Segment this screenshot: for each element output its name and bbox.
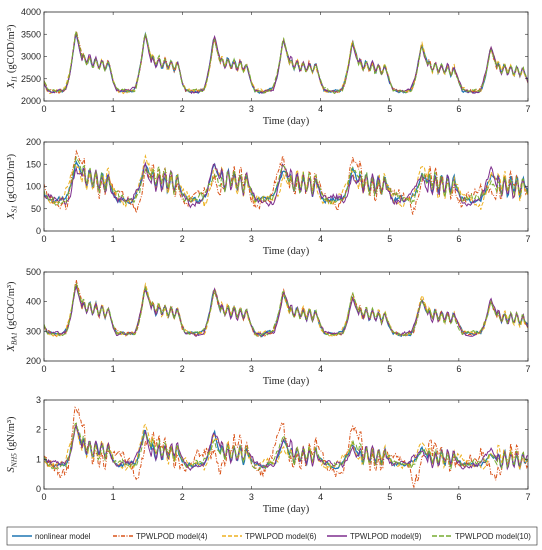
x-tick-label: 2: [180, 364, 185, 374]
x-tick-label: 4: [318, 492, 323, 502]
x-tick-label: 0: [41, 104, 46, 114]
x-tick-label: 7: [525, 364, 530, 374]
y-axis-label: XS1 (gCOD/m³): [6, 153, 19, 220]
legend-box: [6, 526, 538, 546]
x-tick-label: 4: [318, 104, 323, 114]
series-line-2: [44, 279, 528, 338]
series-line-2: [44, 406, 528, 489]
x-tick-label: 0: [41, 364, 46, 374]
series-line-5: [44, 156, 528, 207]
series-line-4: [44, 32, 528, 95]
y-tick-label: 3000: [21, 52, 41, 62]
y-tick-label: 100: [26, 182, 41, 192]
y-axis-label: SNH5 (gN/m³): [6, 416, 19, 473]
legend: nonlinear model TPWLPOD model(4) TPWLPOD m…: [6, 526, 538, 546]
x-tick-label: 2: [180, 104, 185, 114]
y-tick-label: 0: [36, 226, 41, 236]
legend-entry-3: TPWLPOD model(6): [245, 532, 317, 541]
axes-frame: [43, 399, 529, 490]
y-tick-label: 400: [26, 297, 41, 307]
legend-entry-1: nonlinear model: [35, 532, 91, 541]
x-tick-label: 5: [387, 234, 392, 244]
legend-entry-2: TPWLPOD model(4): [136, 532, 208, 541]
series-line-4: [44, 423, 528, 471]
series-line-1: [44, 283, 528, 338]
x-tick-label: 1: [111, 104, 116, 114]
y-tick-label: 50: [31, 204, 41, 214]
x-tick-label: 5: [387, 492, 392, 502]
series-line-1: [44, 31, 528, 94]
y-tick-label: 500: [26, 267, 41, 277]
x-tick-label: 5: [387, 364, 392, 374]
axes-frame: [43, 271, 529, 362]
x-tick-label: 4: [318, 364, 323, 374]
x-tick-label: 6: [456, 492, 461, 502]
subplot-2: 0 1 2 3 4 5 6 7 0 50 100 150 200 Time (day) XS1 (gCOD/…: [6, 137, 531, 257]
y-tick-label: 3: [36, 395, 41, 405]
x-tick-label: 3: [249, 364, 254, 374]
x-tick-label: 7: [525, 104, 530, 114]
x-tick-label: 6: [456, 104, 461, 114]
subplot-1: 0 1 2 3 4 5 6 7 2000 2500 3000 3500 4000 Time (day) XI…: [6, 7, 531, 127]
y-tick-label: 2500: [21, 74, 41, 84]
x-tick-label: 0: [41, 492, 46, 502]
legend-entry-4: TPWLPOD model(9): [350, 532, 422, 541]
legend-entry-5: TPWLPOD model(10): [455, 532, 531, 541]
y-tick-label: 4000: [21, 7, 41, 17]
y-tick-label: 0: [36, 484, 41, 494]
y-tick-label: 200: [26, 137, 41, 147]
series-line-3: [44, 32, 528, 95]
x-tick-label: 2: [180, 492, 185, 502]
y-axis-label: XI1 (gCOD/m³): [6, 24, 19, 89]
subplot-4: 0 1 2 3 4 5 6 7 0 1 2 3 Time (day) SNH5 (gN/m³): [6, 395, 531, 515]
series-line-5: [44, 30, 528, 95]
series-line-2: [44, 29, 528, 94]
series-line-5: [44, 422, 528, 471]
x-tick-label: 0: [41, 234, 46, 244]
x-tick-label: 5: [387, 104, 392, 114]
y-tick-label: 2: [36, 425, 41, 435]
y-tick-label: 2000: [21, 96, 41, 106]
series-line-1: [44, 426, 528, 471]
subplot-3: 0 1 2 3 4 5 6 7 200 300 400 500 Time (day) XBA1 (gCOC…: [6, 267, 531, 387]
x-tick-label: 1: [111, 234, 116, 244]
series-line-4: [44, 284, 528, 337]
x-tick-label: 1: [111, 364, 116, 374]
series-line-3: [44, 282, 528, 338]
x-axis-label: Time (day): [263, 246, 310, 257]
y-tick-label: 300: [26, 326, 41, 336]
series-line-3: [44, 423, 528, 472]
x-tick-label: 6: [456, 234, 461, 244]
series-line-3: [44, 154, 528, 210]
y-tick-label: 3500: [21, 29, 41, 39]
y-tick-label: 200: [26, 356, 41, 366]
y-tick-label: 150: [26, 159, 41, 169]
y-tick-label: 1: [36, 454, 41, 464]
y-axis-label: XBA1 (gCOC/m³): [6, 281, 19, 353]
x-tick-label: 2: [180, 234, 185, 244]
series-line-5: [44, 282, 528, 337]
x-tick-label: 7: [525, 492, 530, 502]
x-tick-label: 6: [456, 364, 461, 374]
x-axis-label: Time (day): [263, 116, 310, 127]
x-tick-label: 3: [249, 104, 254, 114]
x-tick-label: 4: [318, 234, 323, 244]
x-tick-label: 7: [525, 234, 530, 244]
x-axis-label: Time (day): [263, 504, 310, 515]
x-axis-label: Time (day): [263, 376, 310, 387]
x-tick-label: 3: [249, 492, 254, 502]
x-tick-label: 1: [111, 492, 116, 502]
x-tick-label: 3: [249, 234, 254, 244]
